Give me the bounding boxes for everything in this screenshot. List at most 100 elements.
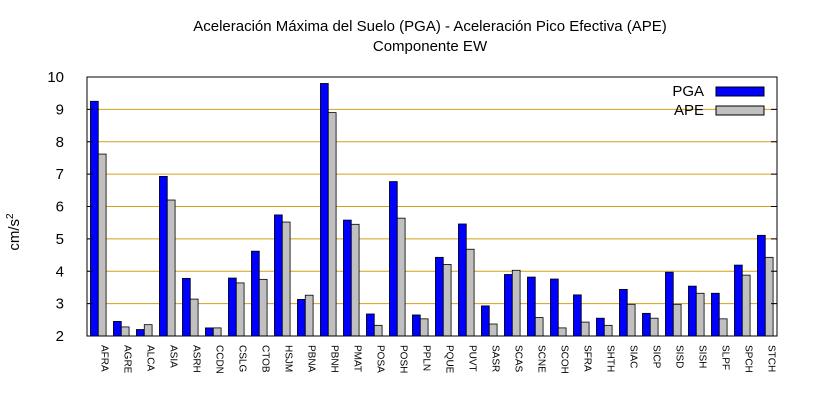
bar-pga — [389, 181, 398, 337]
bar-pga — [435, 256, 444, 337]
bar-ape — [488, 323, 498, 337]
bar-pga — [573, 294, 582, 337]
y-tick-label: 9 — [56, 101, 64, 118]
bar-pga — [182, 277, 191, 337]
bar-pga — [205, 327, 214, 337]
bar-ape — [741, 274, 751, 337]
bar-pga — [297, 299, 306, 337]
bar-pga — [113, 321, 122, 337]
bar-pga — [757, 234, 766, 337]
x-category-label: SICP — [651, 345, 662, 369]
grid-lines — [87, 108, 777, 305]
x-category-label: SIAC — [628, 345, 639, 368]
bar-pga — [711, 292, 720, 337]
bar-pga — [343, 219, 352, 337]
bar-ape — [442, 264, 452, 337]
x-category-label: SISD — [674, 345, 685, 368]
bar-pga — [251, 250, 260, 337]
bar-pga — [136, 329, 145, 337]
bar-pga — [550, 278, 559, 337]
bar-ape — [465, 248, 475, 337]
legend-label-ape: APE — [674, 102, 704, 119]
bar-pga — [366, 313, 375, 337]
bar-pga — [527, 276, 536, 337]
x-category-label: AFRA — [99, 345, 110, 372]
x-category-label: PPLN — [421, 345, 432, 371]
y-tick-label: 6 — [56, 199, 64, 216]
x-category-label: PUVT — [467, 345, 478, 372]
bar-ape — [327, 112, 337, 337]
bar-pga — [320, 83, 329, 337]
bar-ape — [419, 318, 429, 337]
y-tick-label: 7 — [56, 166, 64, 183]
bar-ape — [97, 153, 107, 337]
x-category-label: PQUE — [444, 345, 455, 374]
x-category-label: ASRH — [191, 345, 202, 373]
bar-pga — [688, 285, 697, 337]
y-tick-label: 5 — [56, 231, 64, 248]
x-category-label: STCH — [766, 345, 777, 372]
y-axis-label: cm/s2 — [5, 213, 23, 251]
bar-ape — [373, 324, 383, 337]
x-category-label: CTOB — [260, 345, 271, 373]
bar-pga — [159, 175, 168, 337]
y-tick-label: 4 — [56, 263, 64, 280]
legend-swatch-pga — [715, 86, 765, 97]
x-category-label: SCNE — [536, 345, 547, 373]
bar-ape — [580, 321, 590, 337]
bar-pga — [734, 264, 743, 337]
bar-pga — [90, 100, 99, 337]
x-category-label: PMAT — [352, 345, 363, 372]
bar-pga — [642, 312, 651, 337]
x-category-label: SCOH — [559, 345, 570, 374]
x-category-label: SPCH — [743, 345, 754, 373]
y-tick-label: 3 — [56, 296, 64, 313]
x-category-label: POSH — [398, 345, 409, 373]
bar-ape — [189, 298, 199, 337]
bar-ape — [603, 324, 613, 337]
bar-pga — [665, 271, 674, 337]
x-category-label: ALCA — [145, 345, 156, 371]
x-category-label: SCAS — [513, 345, 524, 373]
y-tick-label: 8 — [56, 134, 64, 151]
bar-ape — [258, 278, 268, 337]
bar-ape — [212, 327, 222, 337]
bar-pga — [619, 288, 628, 337]
legend-swatch-ape — [715, 105, 765, 116]
bar-ape — [143, 324, 153, 337]
bars — [90, 83, 774, 337]
y-axis-label-unit: cm/s — [6, 219, 23, 251]
bar-ape — [626, 303, 636, 337]
chart-title: Aceleración Máxima del Suelo (PGA) - Ace… — [193, 18, 667, 35]
bar-ape — [304, 294, 314, 337]
plot-frame — [86, 76, 778, 337]
bar-pga — [596, 317, 605, 337]
x-category-label: SHTH — [605, 345, 616, 372]
bar-pga — [458, 223, 467, 337]
x-category-label: CSLG — [237, 345, 248, 372]
bar-pga — [481, 305, 490, 337]
bar-ape — [281, 221, 291, 337]
bar-ape — [718, 318, 728, 337]
bar-ape — [120, 326, 130, 337]
y-tick-label: 2 — [56, 328, 64, 345]
bar-ape — [764, 256, 774, 337]
x-category-label: POSA — [375, 345, 386, 373]
bar-ape — [511, 269, 521, 337]
x-axis-categories: AFRA AGRE ALCA ASIA ASRH CCDN CSLG CTOB HSJM PBNA… — [99, 345, 777, 374]
bar-ape — [350, 223, 360, 337]
x-category-label: SLPF — [720, 345, 731, 370]
y-axis-ticks: 2 3 4 5 6 7 8 9 10 — [47, 69, 777, 345]
bar-pga — [412, 314, 421, 337]
chart-subtitle: Componente EW — [373, 38, 488, 55]
bar-ape — [166, 199, 176, 337]
bar-ape — [695, 292, 705, 337]
x-category-label: ASIA — [168, 345, 179, 368]
bar-pga — [228, 277, 237, 337]
y-tick-label: 10 — [47, 69, 64, 86]
bar-ape — [672, 303, 682, 337]
bar-ape — [396, 217, 406, 337]
bar-ape — [534, 317, 544, 337]
legend: PGA APE — [672, 83, 765, 119]
